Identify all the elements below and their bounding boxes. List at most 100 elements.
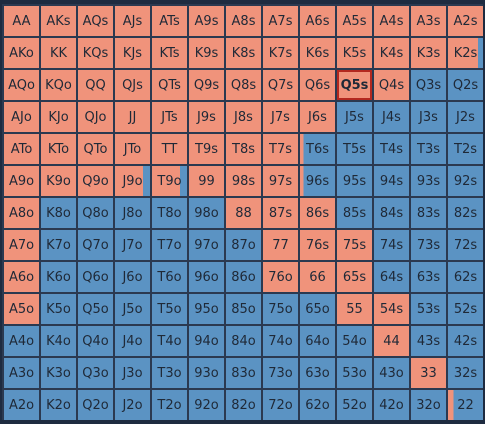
hand-cell[interactable]: Q8s: [226, 70, 261, 100]
hand-cell[interactable]: 52s: [448, 294, 483, 324]
hand-cell[interactable]: 32o: [411, 390, 446, 420]
hand-cell[interactable]: T8o: [152, 198, 187, 228]
hand-cell[interactable]: 77: [263, 230, 298, 260]
hand-cell[interactable]: J3o: [115, 358, 150, 388]
hand-cell[interactable]: 76o: [263, 262, 298, 292]
hand-cell[interactable]: KTs: [152, 38, 187, 68]
hand-cell[interactable]: Q5o: [78, 294, 113, 324]
hand-cell[interactable]: 85s: [337, 198, 372, 228]
hand-cell[interactable]: A6s: [300, 6, 335, 36]
hand-cell[interactable]: 66: [300, 262, 335, 292]
hand-cell[interactable]: KJs: [115, 38, 150, 68]
hand-cell[interactable]: 42o: [374, 390, 409, 420]
hand-cell[interactable]: QTs: [152, 70, 187, 100]
hand-cell[interactable]: 55: [337, 294, 372, 324]
hand-cell[interactable]: 73o: [263, 358, 298, 388]
hand-cell[interactable]: T2s: [448, 134, 483, 164]
hand-cell[interactable]: Q4o: [78, 326, 113, 356]
hand-cell[interactable]: QQ: [78, 70, 113, 100]
hand-cell[interactable]: 87s: [263, 198, 298, 228]
hand-cell[interactable]: 98s: [226, 166, 261, 196]
hand-cell[interactable]: J7s: [263, 102, 298, 132]
hand-cell[interactable]: Q9s: [189, 70, 224, 100]
hand-cell[interactable]: T6o: [152, 262, 187, 292]
hand-cell[interactable]: A6o: [4, 262, 39, 292]
hand-cell[interactable]: QJo: [78, 102, 113, 132]
hand-cell[interactable]: J4s: [374, 102, 409, 132]
hand-cell[interactable]: J5s: [337, 102, 372, 132]
hand-cell[interactable]: KK: [41, 38, 76, 68]
hand-cell[interactable]: A5o: [4, 294, 39, 324]
hand-cell[interactable]: Q5s: [337, 70, 372, 100]
hand-cell[interactable]: J8o: [115, 198, 150, 228]
hand-cell[interactable]: T4o: [152, 326, 187, 356]
hand-cell[interactable]: 62s: [448, 262, 483, 292]
hand-cell[interactable]: JJ: [115, 102, 150, 132]
hand-cell[interactable]: 92s: [448, 166, 483, 196]
hand-cell[interactable]: Q6o: [78, 262, 113, 292]
hand-cell[interactable]: J7o: [115, 230, 150, 260]
hand-cell[interactable]: J2o: [115, 390, 150, 420]
hand-cell[interactable]: K3o: [41, 358, 76, 388]
hand-cell[interactable]: 93s: [411, 166, 446, 196]
hand-cell[interactable]: J6o: [115, 262, 150, 292]
hand-cell[interactable]: AQs: [78, 6, 113, 36]
hand-cell[interactable]: 94s: [374, 166, 409, 196]
hand-cell[interactable]: Q6s: [300, 70, 335, 100]
hand-cell[interactable]: 62o: [300, 390, 335, 420]
hand-cell[interactable]: A9o: [4, 166, 39, 196]
hand-cell[interactable]: 84s: [374, 198, 409, 228]
hand-cell[interactable]: J5o: [115, 294, 150, 324]
hand-cell[interactable]: A7o: [4, 230, 39, 260]
hand-cell[interactable]: T2o: [152, 390, 187, 420]
hand-cell[interactable]: K8o: [41, 198, 76, 228]
hand-cell[interactable]: ATo: [4, 134, 39, 164]
hand-cell[interactable]: 73s: [411, 230, 446, 260]
hand-cell[interactable]: 95o: [189, 294, 224, 324]
hand-cell[interactable]: AQo: [4, 70, 39, 100]
hand-cell[interactable]: 63o: [300, 358, 335, 388]
hand-cell[interactable]: J2s: [448, 102, 483, 132]
hand-cell[interactable]: 72o: [263, 390, 298, 420]
hand-cell[interactable]: T9o: [152, 166, 187, 196]
hand-cell[interactable]: 88: [226, 198, 261, 228]
hand-cell[interactable]: K6o: [41, 262, 76, 292]
hand-cell[interactable]: K2o: [41, 390, 76, 420]
hand-cell[interactable]: 84o: [226, 326, 261, 356]
hand-cell[interactable]: Q3s: [411, 70, 446, 100]
hand-cell[interactable]: A7s: [263, 6, 298, 36]
hand-cell[interactable]: JTs: [152, 102, 187, 132]
hand-cell[interactable]: 42s: [448, 326, 483, 356]
hand-cell[interactable]: 44: [374, 326, 409, 356]
hand-cell[interactable]: 53o: [337, 358, 372, 388]
hand-cell[interactable]: K7o: [41, 230, 76, 260]
hand-cell[interactable]: 97s: [263, 166, 298, 196]
hand-cell[interactable]: AJs: [115, 6, 150, 36]
hand-cell[interactable]: K4s: [374, 38, 409, 68]
hand-cell[interactable]: 86o: [226, 262, 261, 292]
hand-cell[interactable]: 99: [189, 166, 224, 196]
hand-cell[interactable]: 94o: [189, 326, 224, 356]
hand-cell[interactable]: T3o: [152, 358, 187, 388]
hand-cell[interactable]: 75s: [337, 230, 372, 260]
hand-cell[interactable]: AKs: [41, 6, 76, 36]
hand-cell[interactable]: T9s: [189, 134, 224, 164]
hand-cell[interactable]: 22: [448, 390, 483, 420]
hand-cell[interactable]: 82s: [448, 198, 483, 228]
hand-cell[interactable]: K9s: [189, 38, 224, 68]
hand-cell[interactable]: 74o: [263, 326, 298, 356]
hand-cell[interactable]: 65o: [300, 294, 335, 324]
hand-cell[interactable]: Q3o: [78, 358, 113, 388]
hand-cell[interactable]: AKo: [4, 38, 39, 68]
hand-cell[interactable]: T4s: [374, 134, 409, 164]
hand-cell[interactable]: TT: [152, 134, 187, 164]
hand-cell[interactable]: T5s: [337, 134, 372, 164]
hand-cell[interactable]: 85o: [226, 294, 261, 324]
hand-cell[interactable]: A3o: [4, 358, 39, 388]
hand-cell[interactable]: A4o: [4, 326, 39, 356]
hand-cell[interactable]: 43o: [374, 358, 409, 388]
hand-cell[interactable]: Q2s: [448, 70, 483, 100]
hand-cell[interactable]: QTo: [78, 134, 113, 164]
hand-cell[interactable]: K8s: [226, 38, 261, 68]
hand-cell[interactable]: 63s: [411, 262, 446, 292]
